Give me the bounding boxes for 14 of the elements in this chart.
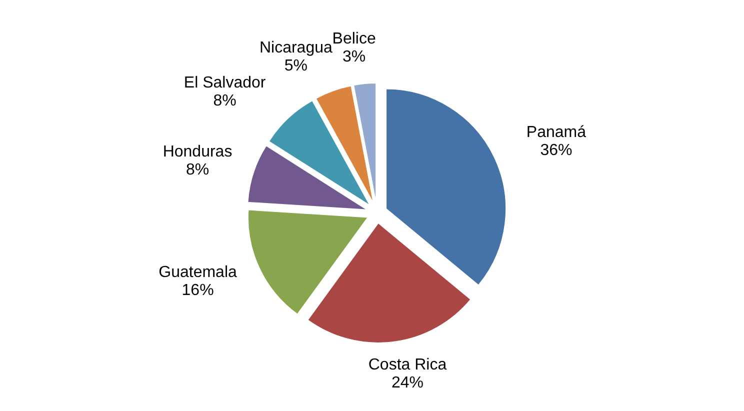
slice-label: Belice bbox=[332, 30, 376, 48]
data-label: 36% bbox=[540, 142, 572, 160]
slice-label: El Salvador bbox=[184, 74, 266, 92]
data-label: 3% bbox=[342, 48, 366, 66]
data-label: 8% bbox=[186, 161, 210, 178]
data-label: 24% bbox=[391, 374, 424, 392]
data-label: 16% bbox=[182, 282, 214, 299]
data-label: 5% bbox=[284, 58, 308, 75]
slice-label: Costa Rica bbox=[368, 356, 447, 374]
slice-label: Nicaragua bbox=[259, 40, 333, 57]
slice-label: Panamá bbox=[526, 124, 586, 142]
data-label: 8% bbox=[213, 92, 236, 110]
slice-label: Honduras bbox=[162, 143, 232, 160]
slice-label: Guatemala bbox=[158, 264, 238, 281]
